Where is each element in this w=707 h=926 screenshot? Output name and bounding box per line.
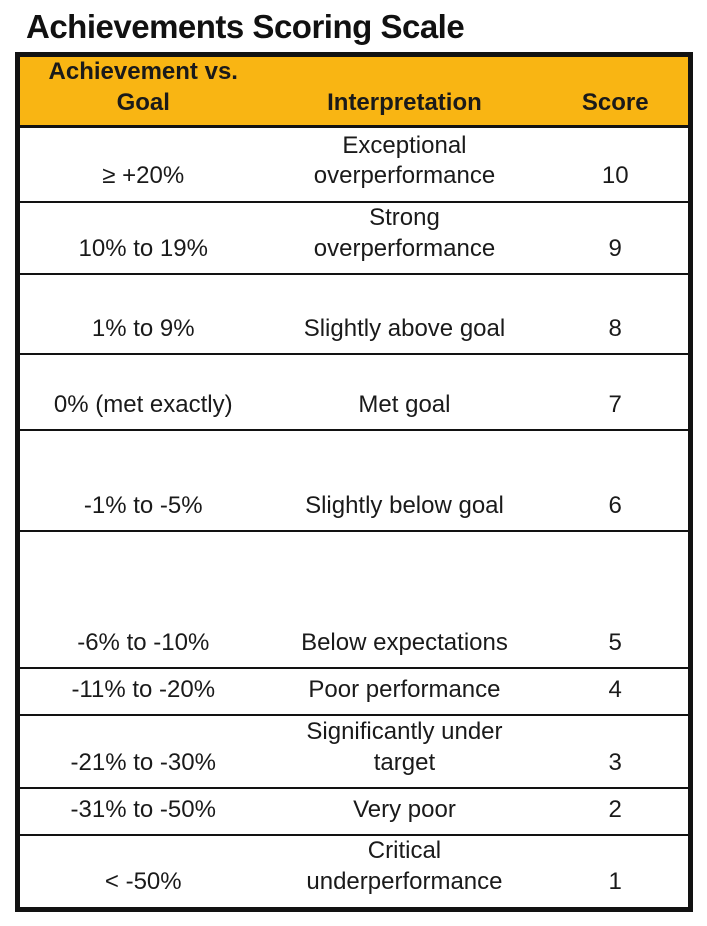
score-cell: 6 [542,430,691,533]
goal-cell: 1% to 9% [17,274,267,356]
interpretation-cell: Slightly below goal [266,430,543,533]
table-row: -21% to -30% Significantly under target … [17,715,691,790]
goal-cell: -31% to -50% [17,788,267,837]
interpretation-cell: Met goal [266,354,543,432]
interpretation-cell: Strong overperformance [266,201,543,276]
score-cell: 9 [542,201,691,276]
score-cell: 7 [542,354,691,432]
interpretation-cell: Critical underperformance [266,835,543,911]
scoring-table: Achievement vs. Goal Interpretation Scor… [15,52,693,912]
table-row: -31% to -50% Very poor 2 [17,788,691,837]
table-row: 0% (met exactly) Met goal 7 [17,354,691,432]
interpretation-cell: Very poor [266,788,543,837]
goal-cell: 0% (met exactly) [17,354,267,432]
score-cell: 4 [542,668,691,717]
goal-cell: -21% to -30% [17,715,267,790]
score-cell: 8 [542,274,691,356]
table-body: ≥ +20% Exceptional overperformance 10 10… [17,126,691,911]
header-goal: Achievement vs. Goal [17,54,267,129]
table-row: ≥ +20% Exceptional overperformance 10 [17,126,691,203]
score-cell: 10 [542,126,691,203]
page-title: Achievements Scoring Scale [26,8,465,45]
table-header: Achievement vs. Goal Interpretation Scor… [17,54,691,129]
interpretation-cell: Significantly under target [266,715,543,790]
interpretation-cell: Exceptional overperformance [266,126,543,203]
goal-cell: 10% to 19% [17,201,267,276]
table-row: -6% to -10% Below expectations 5 [17,531,691,670]
goal-cell: -11% to -20% [17,668,267,717]
table-row: 10% to 19% Strong overperformance 9 [17,201,691,276]
goal-cell: < -50% [17,835,267,911]
score-cell: 2 [542,788,691,837]
interpretation-cell: Slightly above goal [266,274,543,356]
header-interpretation: Interpretation [266,54,543,129]
interpretation-cell: Poor performance [266,668,543,717]
header-row: Achievement vs. Goal Interpretation Scor… [17,54,691,129]
table-row: < -50% Critical underperformance 1 [17,835,691,911]
table-row: 1% to 9% Slightly above goal 8 [17,274,691,356]
goal-cell: -6% to -10% [17,531,267,670]
goal-cell: -1% to -5% [17,430,267,533]
score-cell: 1 [542,835,691,911]
header-score: Score [542,54,691,129]
score-cell: 3 [542,715,691,790]
interpretation-cell: Below expectations [266,531,543,670]
goal-cell: ≥ +20% [17,126,267,203]
score-cell: 5 [542,531,691,670]
table-row: -11% to -20% Poor performance 4 [17,668,691,717]
table-row: -1% to -5% Slightly below goal 6 [17,430,691,533]
